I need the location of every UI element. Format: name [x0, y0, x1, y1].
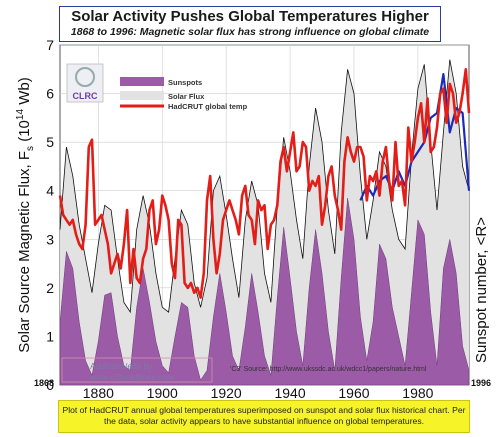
- legend-label-sunspots: Sunspots: [168, 78, 202, 87]
- watermark-box: [61, 357, 213, 383]
- y-tick-label-3: 3: [46, 231, 54, 247]
- sunspots-area: [59, 197, 470, 386]
- legend-swatch-solar-flux: [120, 91, 164, 100]
- y-tick-label-0: 0: [46, 377, 54, 393]
- source-note: 'C3' Source: http://www.ukssdc.ac.uk/wdc…: [230, 366, 427, 373]
- logo-swirl-icon: [75, 67, 95, 87]
- y2-axis-label: Sunspot number, <R>: [473, 217, 490, 363]
- watermark: Additions/edit by www.c3headlines.com: [61, 357, 213, 383]
- watermark-line-2: www.c3headlines.com: [89, 372, 174, 382]
- watermark-line-1: Additions/edit by: [90, 361, 153, 371]
- title-box: Solar Activity Pushes Global Temperature…: [59, 6, 441, 42]
- x-tick-label-1: 1900: [147, 385, 178, 401]
- sunspots-layer: [59, 197, 470, 386]
- x-start-label: 1868: [34, 378, 54, 388]
- x-tick-label-3: 1940: [274, 385, 305, 401]
- y-tick-label-6: 6: [46, 86, 54, 102]
- solar-flux-area: [60, 59, 469, 385]
- temperature-layer: [58, 68, 471, 299]
- y-axis-ticks: 0 1 2 3 4 5 6 7: [46, 37, 54, 393]
- legend-label-solar-flux: Solar Flux: [168, 92, 205, 101]
- y-tick-label-7: 7: [46, 37, 54, 53]
- caption-text: Plot of HadCRUT annual global temperatur…: [62, 405, 466, 426]
- x-tick-label-4: 1960: [338, 385, 369, 401]
- y-axis-label: Solar Source Magnetic Flux, Fs (1014 Wb): [15, 77, 36, 352]
- x-end-label: 1996: [471, 378, 491, 388]
- x-axis-ticks: 1880 1900 1920 1940 1960 1980: [83, 385, 434, 401]
- solar-flux-layer: [59, 59, 470, 385]
- logo-text: CLRC: [73, 91, 98, 101]
- y-tick-label-5: 5: [46, 134, 54, 150]
- caption-box: Plot of HadCRUT annual global temperatur…: [58, 400, 470, 433]
- y-tick-label-1: 1: [46, 328, 54, 344]
- y-tick-label-2: 2: [46, 280, 54, 296]
- x-tick-label-5: 1980: [402, 385, 433, 401]
- legend-swatch-sunspots: [120, 77, 164, 86]
- chart-title: Solar Activity Pushes Global Temperature…: [71, 8, 429, 25]
- legend-label-temp: HadCRUT global temp: [168, 102, 248, 111]
- y-tick-label-4: 4: [46, 183, 54, 199]
- x-tick-label-0: 1880: [83, 385, 114, 401]
- clrc-logo: CLRC: [66, 63, 104, 103]
- chart-subtitle: 1868 to 1996: Magnetic solar flux has st…: [70, 26, 430, 38]
- logo-box: [66, 63, 104, 103]
- legend: Sunspots Solar Flux HadCRUT global temp: [120, 77, 248, 111]
- x-tick-label-2: 1920: [211, 385, 242, 401]
- solar-flux-line: [59, 59, 470, 314]
- temperature-line: [58, 68, 471, 299]
